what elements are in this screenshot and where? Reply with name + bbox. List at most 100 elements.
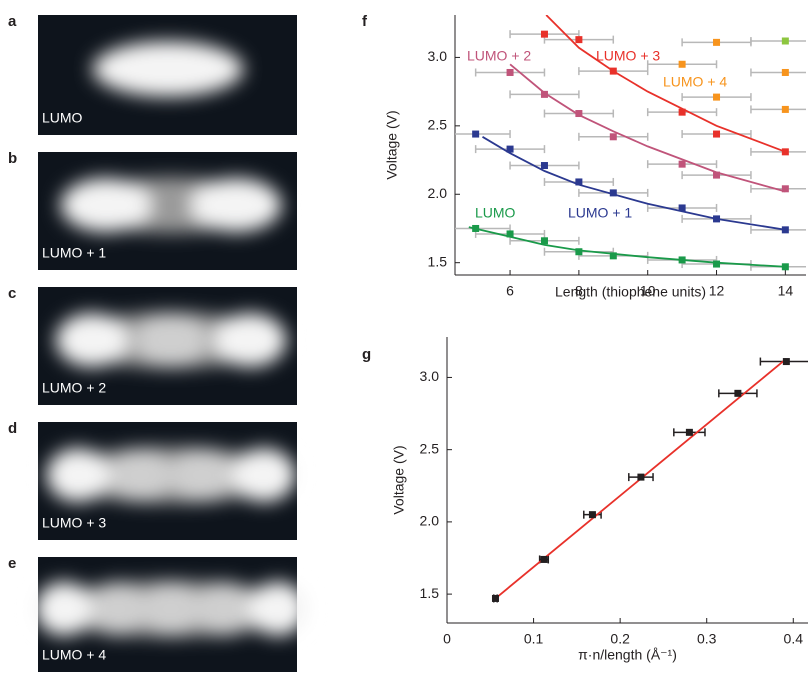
plot-area (491, 357, 808, 603)
y-tick-label: 2.5 (420, 440, 440, 456)
data-point (734, 389, 742, 397)
data-point (713, 130, 721, 138)
orbital-lobe (170, 448, 234, 503)
error-bar (750, 184, 806, 193)
fit-line (468, 226, 786, 268)
orbital-lobe (142, 581, 200, 636)
orbital-lobe (213, 313, 287, 368)
data-point (781, 148, 789, 156)
image-caption: LUMO + 2 (42, 380, 106, 396)
data-point (713, 171, 721, 179)
data-point (575, 248, 583, 256)
data-point (678, 160, 686, 168)
image-caption: LUMO + 1 (42, 245, 106, 261)
data-point (637, 473, 645, 481)
x-tick-label: 6 (506, 283, 514, 299)
stm-image (38, 15, 297, 135)
stm-image (38, 287, 297, 405)
orbital-lobe (190, 178, 282, 233)
data-point (781, 37, 789, 45)
x-tick-label: 0.3 (697, 631, 717, 647)
data-point (713, 93, 721, 101)
panel-letter: c (8, 285, 16, 302)
data-point (678, 204, 686, 212)
data-point (781, 263, 789, 271)
orbital (60, 177, 282, 234)
panel-letter: f (362, 13, 368, 30)
fit-line (509, 63, 786, 193)
orbital-lobe (88, 581, 147, 636)
data-point (713, 38, 721, 46)
series-label: LUMO + 3 (596, 48, 660, 64)
y-tick-label: 3.0 (428, 48, 448, 64)
data-point (540, 30, 548, 38)
error-bar (750, 68, 806, 77)
data-point (506, 68, 514, 76)
data-point (609, 67, 617, 75)
panel-letter: e (8, 555, 16, 572)
data-point (575, 36, 583, 44)
data-point (678, 108, 686, 116)
data-point (540, 237, 548, 245)
chart: f 1.5 2.0 2.5 3.0 6 8 10 12 14 Length (thiophene u… (362, 13, 806, 300)
panel-letter: g (362, 346, 371, 363)
series-label: LUMO (475, 205, 516, 221)
stm-image (38, 422, 297, 540)
chart: g 1.5 2.0 2.5 3.0 0 0.1 0.2 0.3 0.4 π·n/length (Å⁻… (362, 337, 808, 663)
x-tick-label: 10 (640, 283, 656, 299)
x-tick-label: 0 (443, 631, 451, 647)
stm-image (38, 152, 297, 270)
y-tick-label: 1.5 (428, 253, 448, 269)
orbital (35, 580, 307, 637)
orbital-lobe (55, 313, 129, 368)
data-point (781, 185, 789, 193)
orbital (55, 312, 287, 369)
data-point (472, 224, 480, 232)
x-tick-label: 0.2 (610, 631, 630, 647)
error-bar (750, 147, 806, 156)
fit-line (482, 136, 786, 231)
data-point (609, 133, 617, 141)
data-point (781, 105, 789, 113)
orbital (46, 447, 296, 504)
data-point (678, 60, 686, 68)
data-point (781, 226, 789, 234)
series-label: LUMO + 1 (568, 205, 632, 221)
image-caption: LUMO + 4 (42, 647, 106, 663)
data-point (781, 68, 789, 76)
panel-letter: b (8, 150, 17, 167)
image-caption: LUMO (42, 110, 83, 126)
y-tick-label: 2.5 (428, 117, 448, 133)
data-point (713, 260, 721, 268)
data-point (506, 230, 514, 238)
orbital-lobe (60, 178, 152, 233)
orbital-lobe (108, 448, 172, 503)
data-point (713, 215, 721, 223)
data-point (609, 189, 617, 197)
y-tick-label: 2.0 (420, 513, 440, 529)
data-point (491, 594, 499, 602)
x-axis-label: π·n/length (Å⁻¹) (578, 647, 677, 663)
orbital-lobe (195, 581, 254, 636)
series-label: LUMO + 4 (663, 74, 727, 90)
panel-letter: d (8, 420, 17, 437)
fit-line (545, 15, 786, 153)
data-point (575, 110, 583, 118)
data-point (506, 145, 514, 153)
data-point (609, 252, 617, 260)
orbital-lobe (35, 581, 93, 636)
image-caption: LUMO + 3 (42, 515, 106, 531)
data-point (472, 130, 480, 138)
x-tick-label: 12 (709, 283, 725, 299)
error-bar (750, 37, 806, 45)
orbital-lobe (249, 581, 307, 636)
orbital (91, 41, 245, 97)
orbital-lobe (134, 313, 208, 368)
data-point (685, 428, 693, 436)
x-tick-label: 14 (778, 283, 794, 299)
y-tick-label: 2.0 (428, 185, 448, 201)
orbital-lobe (46, 448, 110, 503)
x-tick-label: 8 (575, 283, 583, 299)
y-axis-label: Voltage (V) (384, 110, 400, 179)
